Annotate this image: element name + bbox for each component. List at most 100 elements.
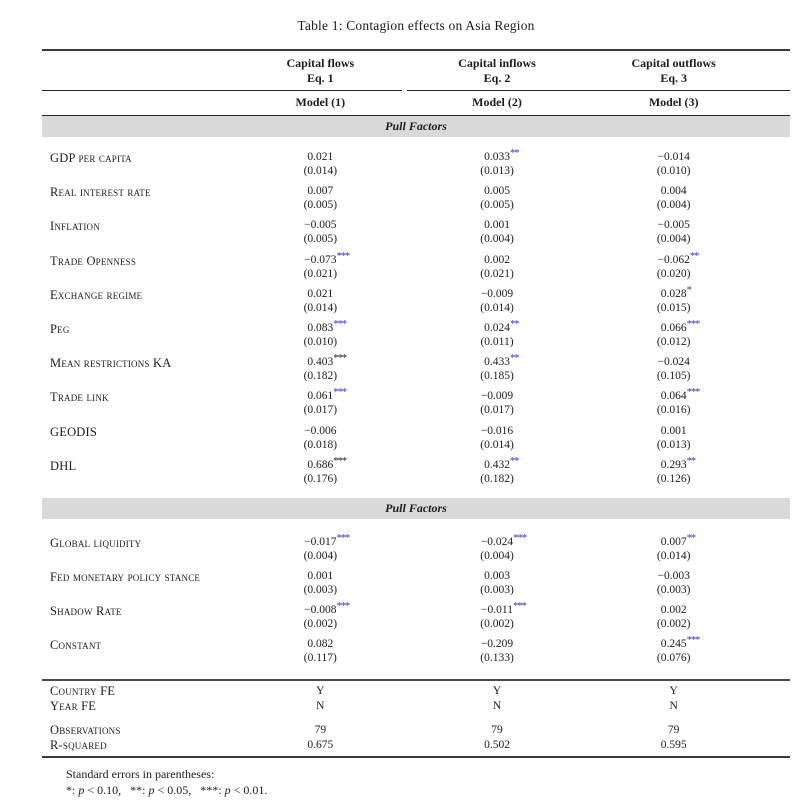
standard-error: (0.003) [480, 584, 514, 597]
standard-error: (0.004) [480, 549, 514, 562]
coefficient-value: 0.007 ** [660, 532, 696, 548]
regression-table: Capital flows Eq. 1 Capital inflows Eq. … [42, 49, 790, 759]
coefficient-line: 0.433 ** [409, 353, 586, 369]
coef-cell: 0.007 (0.005) [232, 184, 409, 212]
table-row: Global liquidity −0.017 *** (0.004) −0.024 **… [42, 532, 790, 569]
coef-cell: 0.686 *** (0.176) [232, 455, 409, 486]
row-label: Real interest rate [50, 185, 151, 200]
coefficient-line: 0.001 [585, 424, 762, 438]
col-group-title: Capital flows [286, 56, 355, 70]
standard-error: (0.182) [480, 472, 514, 485]
coefficient-line: −0.005 [585, 218, 762, 232]
coefficient-line: −0.009 [409, 389, 586, 403]
coef-cell: 0.021 (0.014) [232, 287, 409, 315]
coef-cell: 0.001 (0.004) [409, 218, 586, 246]
significance-stars: *** [333, 455, 347, 467]
col-group-title: Capital outflows [631, 56, 716, 70]
stats-group: Country FE Y Y Y Year FE N N N [42, 681, 790, 717]
row-label: Peg [50, 321, 70, 336]
coefficient-line: 0.007 ** [585, 532, 762, 549]
coefficient-line: −0.008 *** [232, 601, 409, 617]
coef-cell: −0.009 (0.017) [409, 389, 586, 417]
coefficient-value: −0.005 [304, 219, 337, 232]
row-label: Fed monetary policy stance [50, 570, 201, 585]
section-band: Pull Factors [42, 116, 790, 137]
coef-cell: 0.024 ** (0.011) [409, 319, 586, 349]
coef-cell: 0.433 ** (0.185) [409, 353, 586, 383]
standard-error: (0.014) [480, 301, 514, 314]
standard-error: (0.021) [480, 267, 514, 280]
standard-error: (0.004) [303, 549, 338, 562]
stats-value: N [316, 699, 325, 712]
row-label: Shadow Rate [50, 604, 122, 619]
mid-rule-left-segment [42, 90, 402, 91]
coefficient-line: 0.033 ** [409, 148, 586, 164]
bottom-rule [42, 756, 790, 759]
coefficient-line: 0.024 ** [409, 319, 586, 335]
standard-error: (0.004) [656, 233, 691, 246]
coef-cell: −0.005 (0.005) [232, 218, 409, 246]
significance-stars: * [686, 284, 692, 296]
coefficient-line: −0.011 *** [409, 601, 586, 617]
coefficient-line: 0.001 [409, 218, 586, 232]
coefficient-value: 0.083 *** [307, 318, 347, 334]
coefficient-line: 0.005 [409, 184, 586, 198]
coef-cell: −0.009 (0.014) [409, 287, 586, 315]
significance-stars: ** [686, 455, 696, 467]
coefficient-line: −0.005 [232, 218, 409, 232]
coef-cell: −0.005 (0.004) [585, 218, 762, 246]
stats-label: Year FE [50, 698, 97, 713]
coef-cell: 0.021 (0.014) [232, 150, 409, 178]
stats-row: Observations 79 79 79 [42, 723, 790, 738]
significance-stars: *** [333, 387, 347, 399]
mid-rule-right-segment [407, 90, 790, 91]
coefficient-line: −0.003 [585, 569, 762, 583]
standard-error: (0.002) [656, 618, 691, 631]
row-label: Global liquidity [50, 535, 142, 550]
standard-error: (0.005) [303, 199, 338, 212]
header-spacer [42, 56, 232, 57]
coefficient-line: 0.293 ** [585, 455, 762, 472]
standard-error: (0.076) [656, 652, 691, 665]
table-row: Trade Openness −0.073 *** (0.021) 0.002 (0.02… [42, 250, 790, 287]
significance-stars: ** [509, 353, 519, 365]
coef-cell: −0.016 (0.014) [409, 424, 586, 452]
coefficient-line: 0.245 *** [585, 635, 762, 651]
coefficient-line: 0.432 ** [409, 455, 586, 472]
standard-error: (0.017) [480, 404, 514, 417]
coef-cell: 0.002 (0.021) [409, 253, 586, 281]
coefficient-value: −0.017 *** [304, 532, 350, 548]
col-group-eq: Eq. 1 [306, 71, 334, 85]
standard-error: (0.013) [656, 438, 691, 451]
standard-error: (0.014) [303, 165, 338, 177]
coef-cell: 0.002 (0.002) [585, 603, 762, 631]
stats-value: N [492, 699, 502, 712]
standard-error: (0.004) [656, 199, 691, 212]
coefficient-value: −0.008 *** [304, 601, 350, 617]
header-bottom-rule [42, 115, 790, 116]
significance-stars: ** [689, 250, 699, 262]
coefficient-value: 0.433 ** [484, 353, 519, 369]
top-rule [42, 49, 790, 51]
stats-row: Year FE N N N [42, 699, 790, 714]
col-group-eq: Eq. 2 [483, 71, 511, 85]
coefficient-value: 0.432 ** [484, 455, 519, 471]
header-spacer [42, 95, 232, 96]
coefficient-value: 0.245 *** [660, 635, 701, 651]
table-title: Table 1: Contagion effects on Asia Regio… [297, 18, 535, 33]
standard-error: (0.117) [303, 652, 337, 665]
standard-error: (0.017) [303, 404, 338, 417]
stats-value: Y [492, 685, 502, 698]
stats-value: 0.595 [660, 738, 687, 751]
coefficient-value: −0.073 *** [304, 250, 350, 266]
standard-error: (0.002) [303, 618, 338, 631]
standard-error: (0.018) [303, 438, 338, 451]
coefficient-value: −0.024 *** [480, 532, 527, 548]
coef-cell: 0.066 *** (0.012) [585, 319, 762, 349]
coefficient-line: 0.028 * [585, 284, 762, 301]
row-label: GEODIS [50, 424, 98, 439]
coefficient-value: 0.004 [660, 185, 687, 198]
coefficient-value: 0.005 [484, 185, 510, 198]
coef-cell: 0.293 ** (0.126) [585, 455, 762, 486]
standard-error: (0.020) [656, 267, 691, 280]
